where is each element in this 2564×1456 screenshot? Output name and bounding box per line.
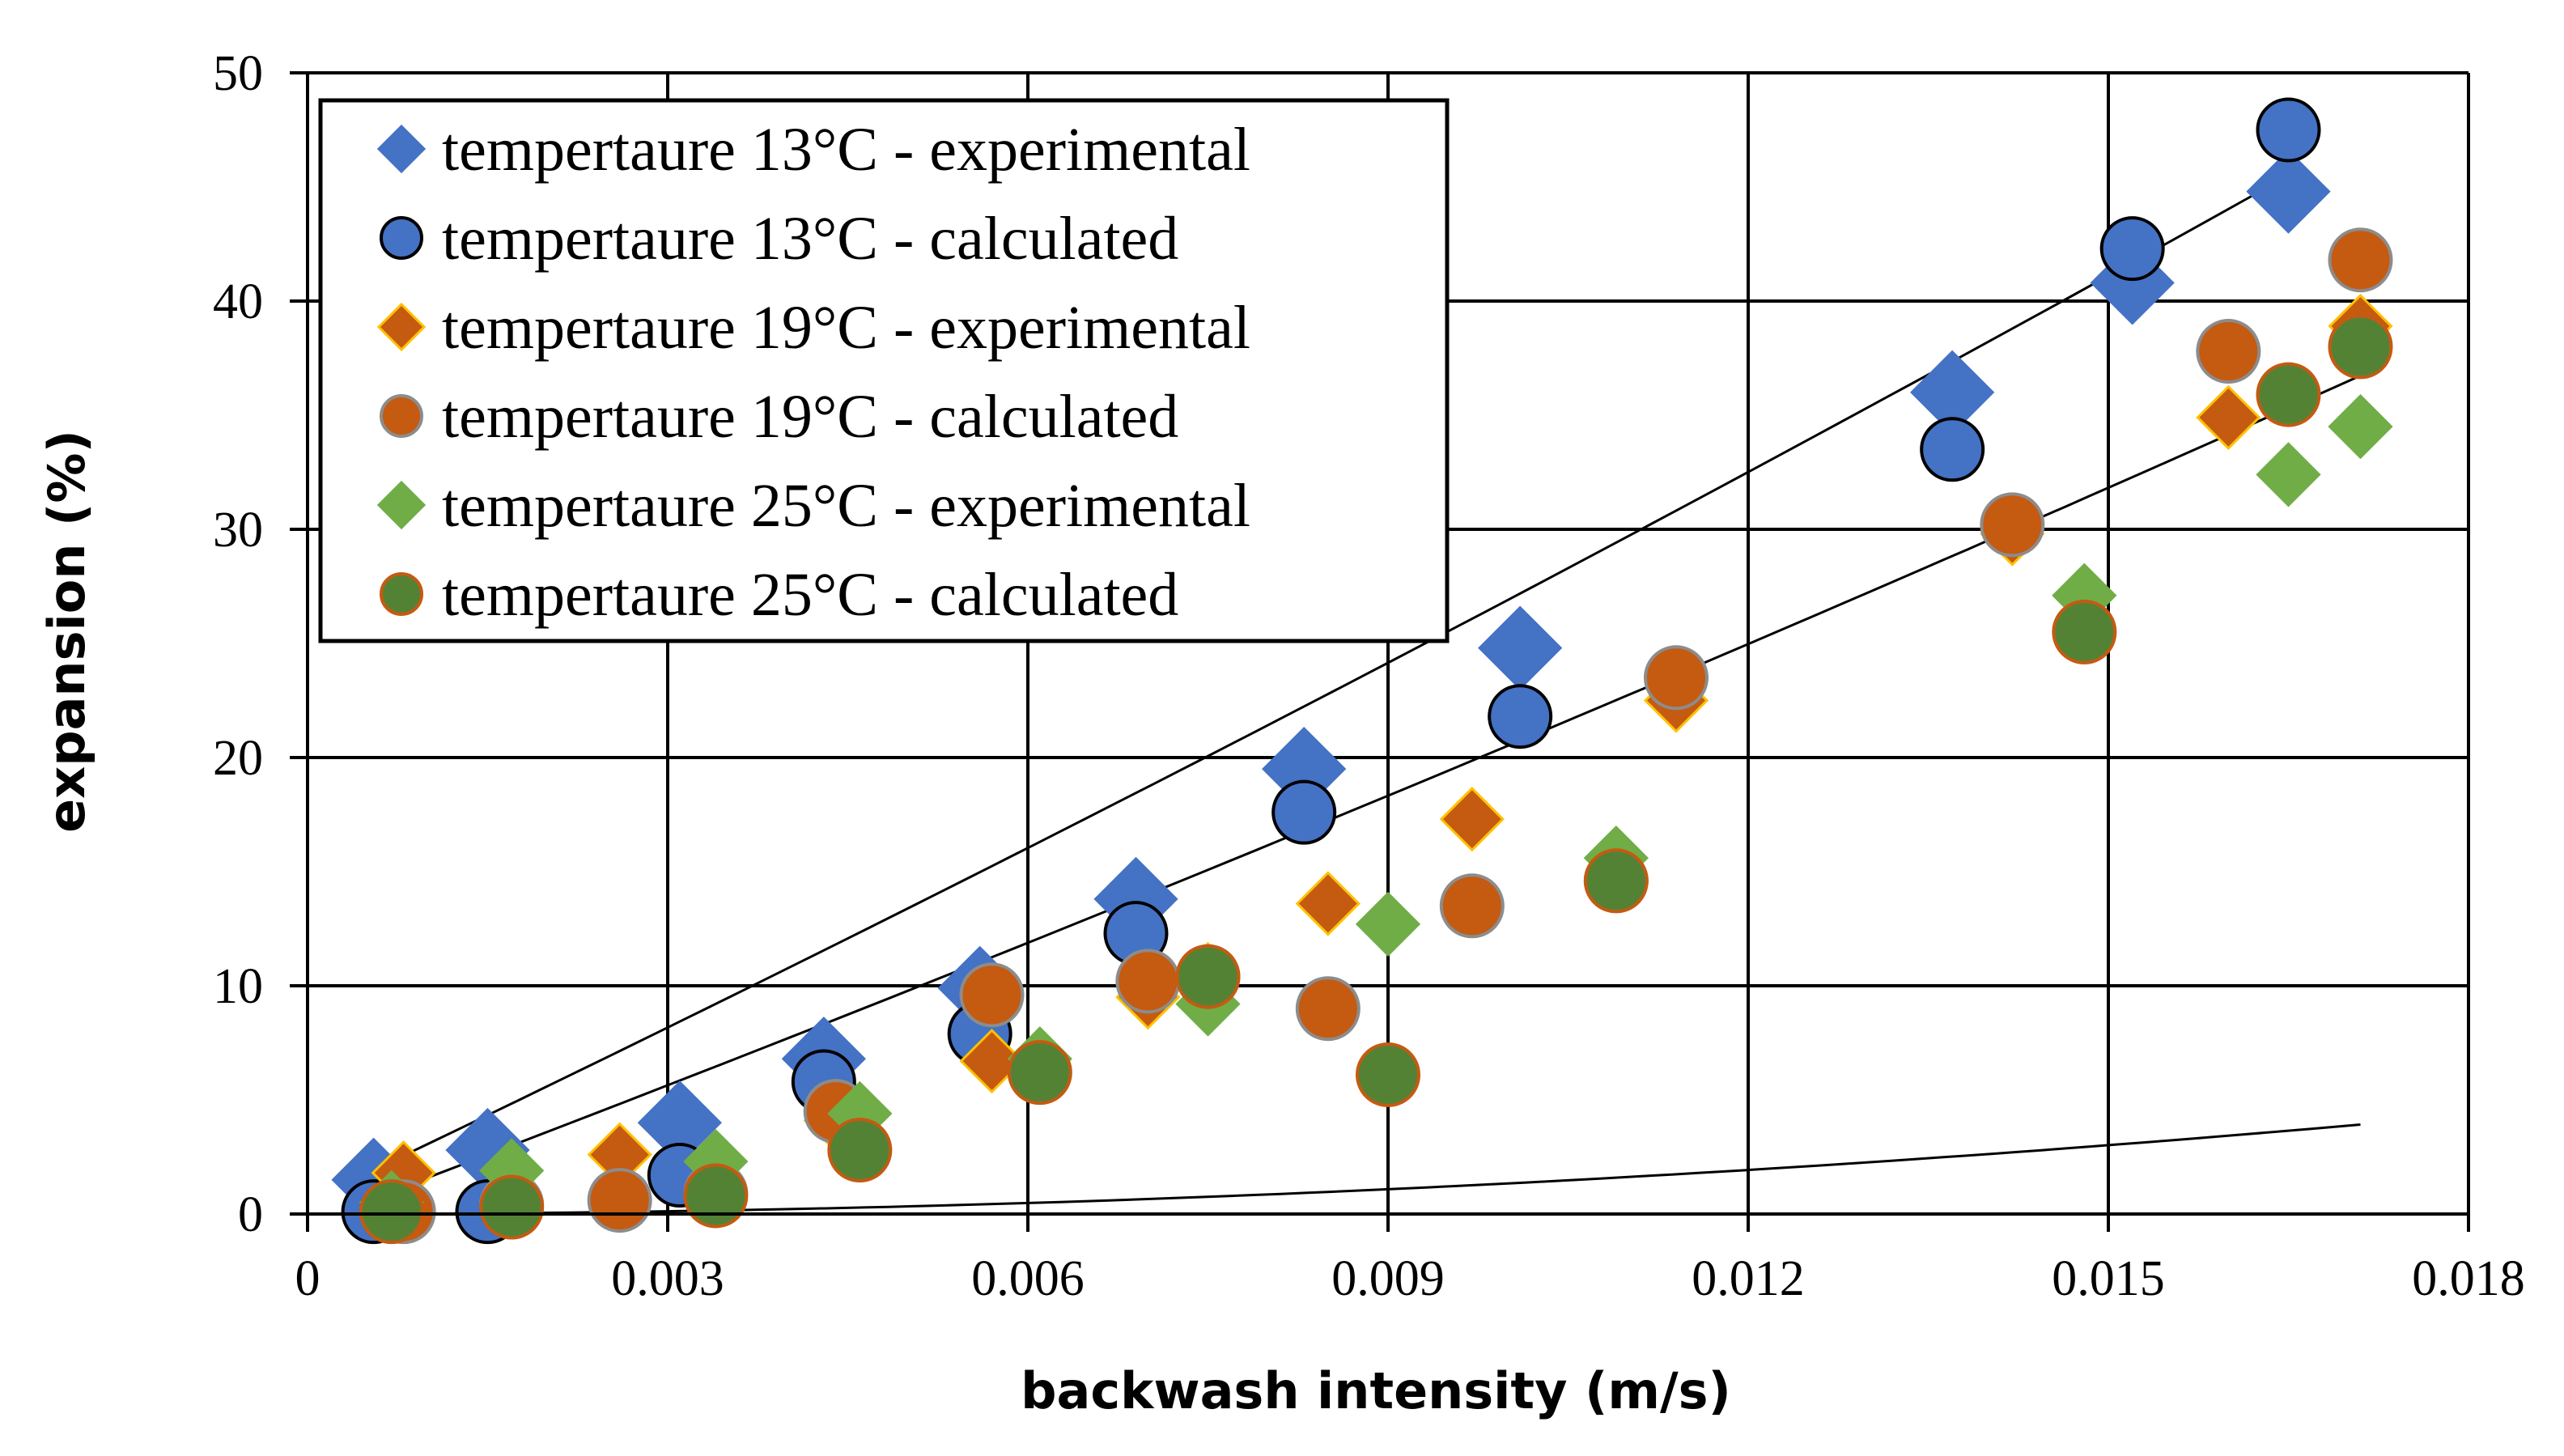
data-point-circle [1007, 1040, 1072, 1106]
data-point-circle [2052, 599, 2117, 664]
data-point-circle [2196, 319, 2261, 384]
data-point-diamond [959, 1028, 1025, 1094]
x-tick-label: 0.018 [2412, 1251, 2525, 1306]
x-tick-label: 0.012 [1692, 1251, 1805, 1306]
data-point-diamond [2328, 393, 2393, 460]
y-tick-label: 0 [238, 1187, 263, 1242]
data-point-diamond [2256, 442, 2321, 507]
data-point-circle [1488, 684, 1553, 749]
y-tick-label: 50 [213, 46, 263, 101]
data-point-circle [683, 1163, 749, 1229]
legend-marker-diamond [376, 480, 427, 530]
legend-entry-label: tempertaure 19°C - calculated [442, 383, 1178, 451]
y-tick-label: 40 [213, 274, 263, 329]
data-point-circle [2099, 216, 2165, 282]
legend-entry-label: tempertaure 25°C - calculated [442, 561, 1178, 629]
data-point-circle [2328, 227, 2393, 293]
data-point-circle [959, 962, 1025, 1028]
legend-entry-label: tempertaure 25°C - experimental [442, 472, 1250, 540]
x-tick-label: 0 [295, 1251, 320, 1306]
y-axis-label: expansion (%) [37, 430, 96, 833]
data-point-diamond [1439, 787, 1505, 852]
y-tick-label: 20 [213, 731, 263, 786]
legend-entry-label: tempertaure 13°C - calculated [442, 205, 1178, 273]
data-point-diamond [1295, 871, 1361, 936]
legend-marker-circle [380, 394, 423, 438]
data-point-circle [1644, 645, 1709, 711]
data-point-circle [1175, 944, 1241, 1009]
x-tick-label: 0.015 [2052, 1251, 2165, 1306]
data-point-circle [2256, 97, 2321, 163]
data-point-circle [1295, 976, 1361, 1042]
legend-entry-label: tempertaure 13°C - experimental [442, 116, 1250, 184]
data-point-diamond [1478, 605, 1563, 690]
legend-marker-diamond [376, 302, 427, 352]
data-point-circle [1356, 1042, 1420, 1107]
tick-labels: 0 10 20 30 40 50 0 0.003 0.006 0.009 0.012 0.015 0.0… [213, 46, 2525, 1306]
y-tick-label: 30 [213, 503, 263, 558]
data-point-circle [1271, 779, 1337, 845]
axes [290, 71, 2470, 1232]
legend-box [318, 98, 1450, 643]
x-tick-label: 0.003 [611, 1251, 724, 1306]
legend-marker-circle [380, 216, 423, 260]
data-point-circle [587, 1168, 652, 1233]
data-point-circle [1115, 949, 1181, 1014]
data-point-circle [2328, 314, 2393, 380]
data-point-circle [827, 1118, 893, 1183]
y-tick-label: 10 [213, 959, 263, 1014]
x-tick-label: 0.009 [1331, 1251, 1445, 1306]
data-point-circle [1920, 417, 1985, 482]
legend-marker-diamond [376, 124, 427, 174]
data-point-circle [1439, 873, 1505, 939]
x-axis-label: backwash intensity (m/s) [1021, 1361, 1731, 1420]
data-point-circle [2256, 362, 2321, 427]
data-markers [331, 97, 2393, 1245]
data-point-circle [1583, 848, 1649, 914]
data-point-diamond [2196, 384, 2261, 450]
legend: tempertaure 13°C - experimental tempertau… [318, 98, 1450, 643]
legend-entry-label: tempertaure 19°C - experimental [442, 294, 1250, 362]
data-point-circle [1980, 492, 2045, 558]
legend-marker-circle [380, 572, 423, 616]
data-point-circle [479, 1174, 545, 1240]
x-tick-label: 0.006 [971, 1251, 1085, 1306]
trendline [397, 174, 2290, 1160]
data-point-diamond [1355, 891, 1421, 957]
data-point-diamond [2246, 149, 2331, 234]
data-point-circle [359, 1179, 424, 1245]
